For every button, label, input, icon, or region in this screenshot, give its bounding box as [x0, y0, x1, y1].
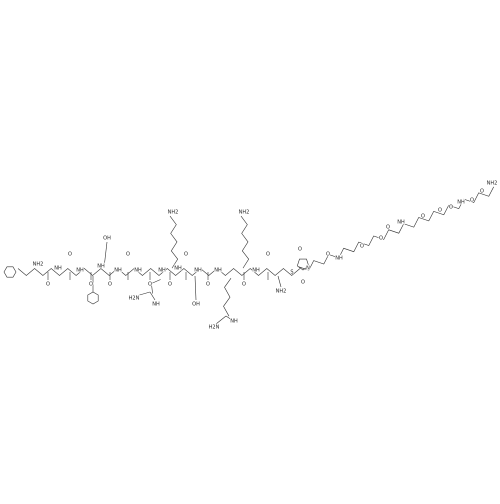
bond-chain: [169, 215, 179, 269]
atom-label: N: [306, 266, 310, 272]
atom-label: O: [184, 252, 188, 258]
atom-label: O: [386, 225, 390, 231]
bond: [135, 291, 151, 297]
atom-label: NH: [194, 268, 202, 274]
bond-chain: [223, 278, 232, 317]
bond: [225, 315, 233, 321]
atom-label: O: [301, 280, 305, 286]
ring: [3, 266, 17, 278]
bond-chain: [298, 186, 494, 271]
atom-label: H2N: [129, 296, 140, 302]
atom-label: O: [360, 244, 364, 250]
bond: [103, 241, 108, 269]
atom-label: O: [108, 282, 112, 288]
atom-label: NH: [76, 268, 84, 274]
atom-label: NH: [174, 266, 182, 272]
atom-label: OH: [103, 236, 111, 242]
atom-label: O: [148, 282, 152, 288]
atom-label: NH2: [168, 210, 179, 216]
atom-label: NH2: [33, 262, 44, 268]
bond: [277, 275, 282, 288]
atom-label: NH: [158, 268, 166, 274]
atom-label: O: [379, 236, 383, 242]
atom-label: S: [290, 270, 293, 276]
atom-label: O: [168, 282, 172, 288]
atom-label: OH: [192, 302, 200, 308]
atom-labels: NH2ONHONHONHOHONHONHONHH2NNHNH2ONHOHONHO…: [32, 180, 498, 332]
bonds: [3, 186, 494, 325]
atom-label: NH2: [239, 210, 250, 216]
atom-label: NH: [54, 266, 62, 272]
atom-label: O: [470, 198, 474, 204]
atom-label: NH: [252, 268, 260, 274]
atom-label: O: [421, 214, 425, 220]
bond-chain: [17, 268, 301, 276]
atom-label: NH2: [487, 181, 498, 187]
atom-label: NH: [397, 220, 405, 226]
bond: [149, 291, 156, 301]
atom-label: O: [68, 252, 72, 258]
atom-label: NH: [152, 302, 160, 308]
ring: [296, 258, 310, 271]
atom-label: O: [46, 282, 50, 288]
atom-label: O: [480, 189, 484, 195]
atom-label: NH: [457, 200, 465, 206]
atom-label: O: [438, 208, 442, 214]
atom-label: O: [89, 282, 93, 288]
atom-label: NH: [230, 319, 238, 325]
atom-label: NH: [214, 268, 222, 274]
atom-label: O: [266, 252, 270, 258]
atom-label: NH2: [276, 289, 287, 295]
atom-label: NH: [335, 256, 343, 262]
atom-label: O: [206, 282, 210, 288]
atom-label: H2N: [209, 325, 220, 331]
atom-label: O: [326, 252, 330, 258]
atom-label: O: [242, 282, 246, 288]
atom-label: NH: [97, 264, 105, 270]
bond-chain: [240, 215, 250, 269]
bond-chain: [151, 279, 161, 294]
atom-label: NH: [114, 268, 122, 274]
atom-label: O: [298, 247, 302, 253]
atom-label: O: [126, 252, 130, 258]
atom-label: NH: [134, 268, 142, 274]
bond: [194, 275, 197, 301]
atom-label: O: [449, 205, 453, 211]
bond: [215, 315, 227, 325]
